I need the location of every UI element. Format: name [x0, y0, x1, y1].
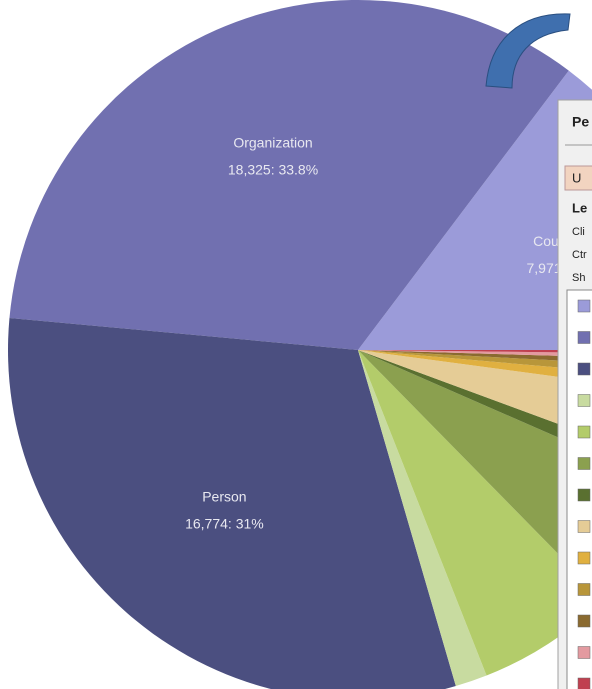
panel-line: Ctr [572, 249, 587, 261]
legend-swatch [578, 615, 590, 627]
panel-line: Sh [572, 272, 585, 284]
legend-swatch [578, 521, 590, 533]
legend-panel: Pe U Le Cli Ctr Sh [558, 100, 592, 689]
panel-header-text: U [572, 170, 581, 185]
legend-swatch [578, 363, 590, 375]
legend-swatch [578, 458, 590, 470]
pie-chart [8, 0, 592, 689]
legend-swatch [578, 552, 590, 564]
slice-label: Person [202, 489, 246, 505]
slice-label: Organization [233, 135, 312, 151]
slice-value-label: 18,325: 33.8% [228, 162, 318, 178]
legend-swatch [578, 332, 590, 344]
legend-swatch [578, 678, 590, 689]
legend-swatch [578, 584, 590, 596]
legend-swatch [578, 395, 590, 407]
legend-swatch [578, 300, 590, 312]
legend-swatch [578, 647, 590, 659]
legend-swatch [578, 426, 590, 438]
panel-line: Cli [572, 226, 585, 238]
panel-line: Le [572, 200, 587, 215]
screen: Cou7,971:Organization18,325: 33.8%Person… [0, 0, 592, 689]
slice-label: Cou [533, 233, 559, 249]
legend-swatch [578, 489, 590, 501]
panel-title: Pe [572, 114, 589, 130]
slice-value-label: 16,774: 31% [185, 516, 264, 532]
page: {"chart_data": {"type": "pie", "categori… [0, 0, 592, 689]
